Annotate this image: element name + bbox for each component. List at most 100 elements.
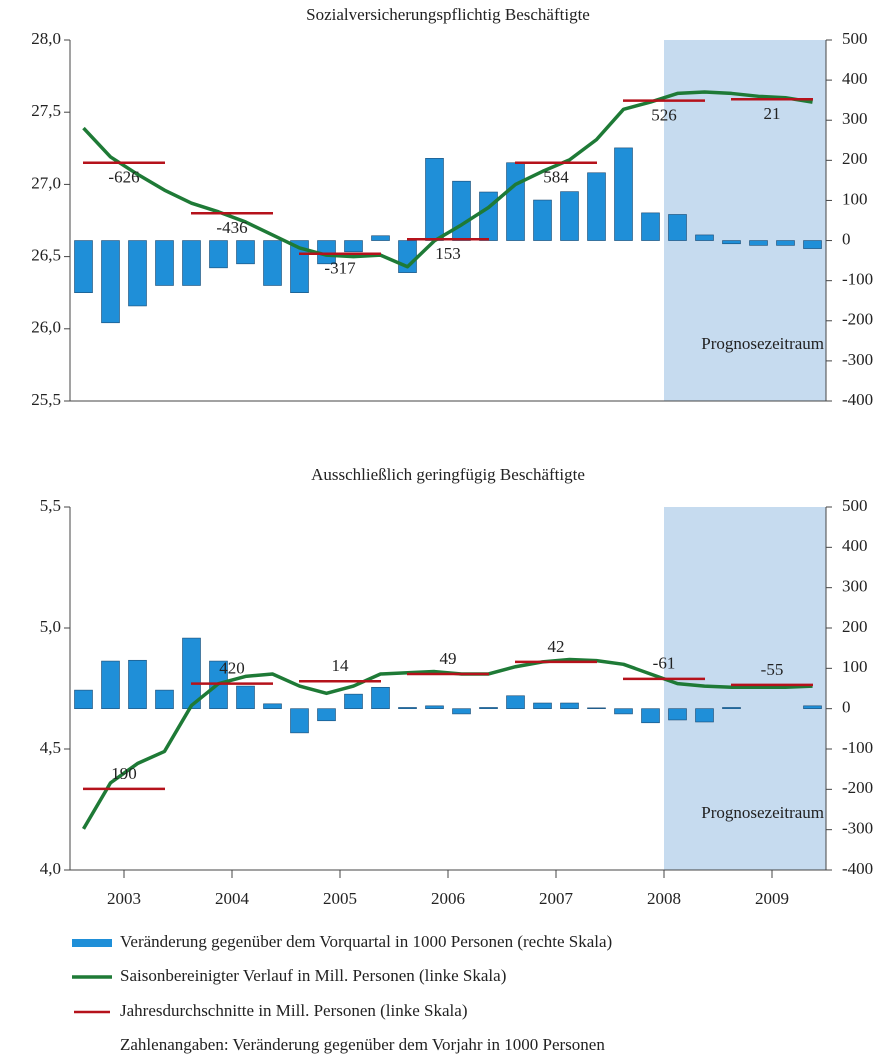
y2-tick-label: 300 xyxy=(842,577,868,596)
bar xyxy=(398,707,417,709)
bar xyxy=(749,240,768,246)
annual-change-label: 21 xyxy=(764,104,781,123)
y-tick-label: 28,0 xyxy=(31,29,61,48)
bar xyxy=(425,158,444,241)
y2-tick-label: 500 xyxy=(842,29,868,48)
bar xyxy=(641,212,660,241)
annual-change-label: 190 xyxy=(111,764,137,783)
y2-tick-label: -100 xyxy=(842,738,873,757)
bar xyxy=(182,240,201,286)
bar xyxy=(668,708,687,721)
x-tick-label: 2008 xyxy=(647,889,681,908)
bar xyxy=(506,162,525,241)
y2-tick-label: 300 xyxy=(842,109,868,128)
annual-change-label: 14 xyxy=(332,656,350,675)
x-tick-label: 2005 xyxy=(323,889,357,908)
y-tick-label: 4,0 xyxy=(40,859,61,878)
legend-label: Veränderung gegenüber dem Vorquartal in … xyxy=(120,932,612,951)
y-tick-label: 5,0 xyxy=(40,617,61,636)
y2-tick-label: -200 xyxy=(842,778,873,797)
y2-tick-label: 400 xyxy=(842,69,868,88)
bar xyxy=(209,240,228,269)
annual-change-label: 420 xyxy=(219,659,245,678)
annual-change-label: -436 xyxy=(216,218,247,237)
bar xyxy=(479,191,498,241)
bar xyxy=(371,686,390,709)
bar xyxy=(587,707,606,709)
chart-title: Ausschließlich geringfügig Beschäftigte xyxy=(311,465,585,484)
x-tick-label: 2007 xyxy=(539,889,574,908)
bar xyxy=(236,685,255,709)
annual-change-label: -626 xyxy=(108,168,139,187)
annual-change-label: 584 xyxy=(543,168,569,187)
bar xyxy=(317,708,336,722)
bar xyxy=(479,707,498,709)
bar xyxy=(803,240,822,249)
bar xyxy=(641,708,660,724)
bar xyxy=(695,234,714,241)
bar xyxy=(803,705,822,709)
bar xyxy=(182,637,201,709)
bar xyxy=(506,695,525,709)
forecast-label: Prognosezeitraum xyxy=(701,334,824,353)
bar xyxy=(128,240,147,307)
bar xyxy=(128,659,147,709)
x-tick-label: 2009 xyxy=(755,889,789,908)
bar xyxy=(74,689,93,709)
y2-tick-label: -400 xyxy=(842,390,873,409)
legend-label: Jahresdurchschnitte in Mill. Personen (l… xyxy=(120,1001,467,1020)
annual-change-label: -61 xyxy=(653,654,676,673)
bar xyxy=(722,707,741,709)
y-tick-label: 27,0 xyxy=(31,173,61,192)
bar xyxy=(74,240,93,294)
y2-tick-label: -300 xyxy=(842,350,873,369)
bar xyxy=(155,689,174,709)
annual-change-label: 526 xyxy=(651,106,677,125)
y2-tick-label: 0 xyxy=(842,698,851,717)
y-tick-label: 27,5 xyxy=(31,101,61,120)
bar xyxy=(452,708,471,715)
bar xyxy=(263,703,282,709)
bar xyxy=(263,240,282,286)
line xyxy=(82,90,813,269)
annual-change-label: 153 xyxy=(435,244,461,263)
annual-change-label: -317 xyxy=(324,259,356,278)
legend-note: Zahlenangaben: Veränderung gegenüber dem… xyxy=(120,1035,605,1054)
bar xyxy=(722,240,741,245)
bar xyxy=(560,191,579,241)
legend-label: Saisonbereinigter Verlauf in Mill. Perso… xyxy=(120,966,506,985)
forecast-label: Prognosezeitraum xyxy=(701,803,824,822)
y2-tick-label: -300 xyxy=(842,819,873,838)
y2-tick-label: -400 xyxy=(842,859,873,878)
bar xyxy=(560,702,579,709)
bar xyxy=(101,240,120,324)
y2-tick-label: -100 xyxy=(842,270,873,289)
bar xyxy=(614,708,633,715)
bar xyxy=(452,180,471,241)
legend-swatch xyxy=(72,939,112,947)
bar xyxy=(614,147,633,241)
y2-tick-label: 100 xyxy=(842,189,868,208)
y2-tick-label: -200 xyxy=(842,310,873,329)
y-tick-label: 26,5 xyxy=(31,246,61,265)
y-tick-label: 5,5 xyxy=(40,496,61,515)
bar xyxy=(344,240,363,253)
x-tick-label: 2004 xyxy=(215,889,250,908)
y2-tick-label: 200 xyxy=(842,617,868,636)
bar xyxy=(290,708,309,734)
bar xyxy=(776,240,795,246)
bar xyxy=(155,240,174,286)
y2-tick-label: 400 xyxy=(842,536,868,555)
bar xyxy=(695,708,714,723)
bar xyxy=(668,214,687,241)
bar xyxy=(533,702,552,709)
bar xyxy=(344,693,363,709)
bar xyxy=(371,235,390,241)
bar xyxy=(587,172,606,241)
annual-change-label: -55 xyxy=(761,660,784,679)
annual-change-label: 49 xyxy=(440,649,457,668)
y-tick-label: 26,0 xyxy=(31,318,61,337)
bar xyxy=(101,660,120,709)
